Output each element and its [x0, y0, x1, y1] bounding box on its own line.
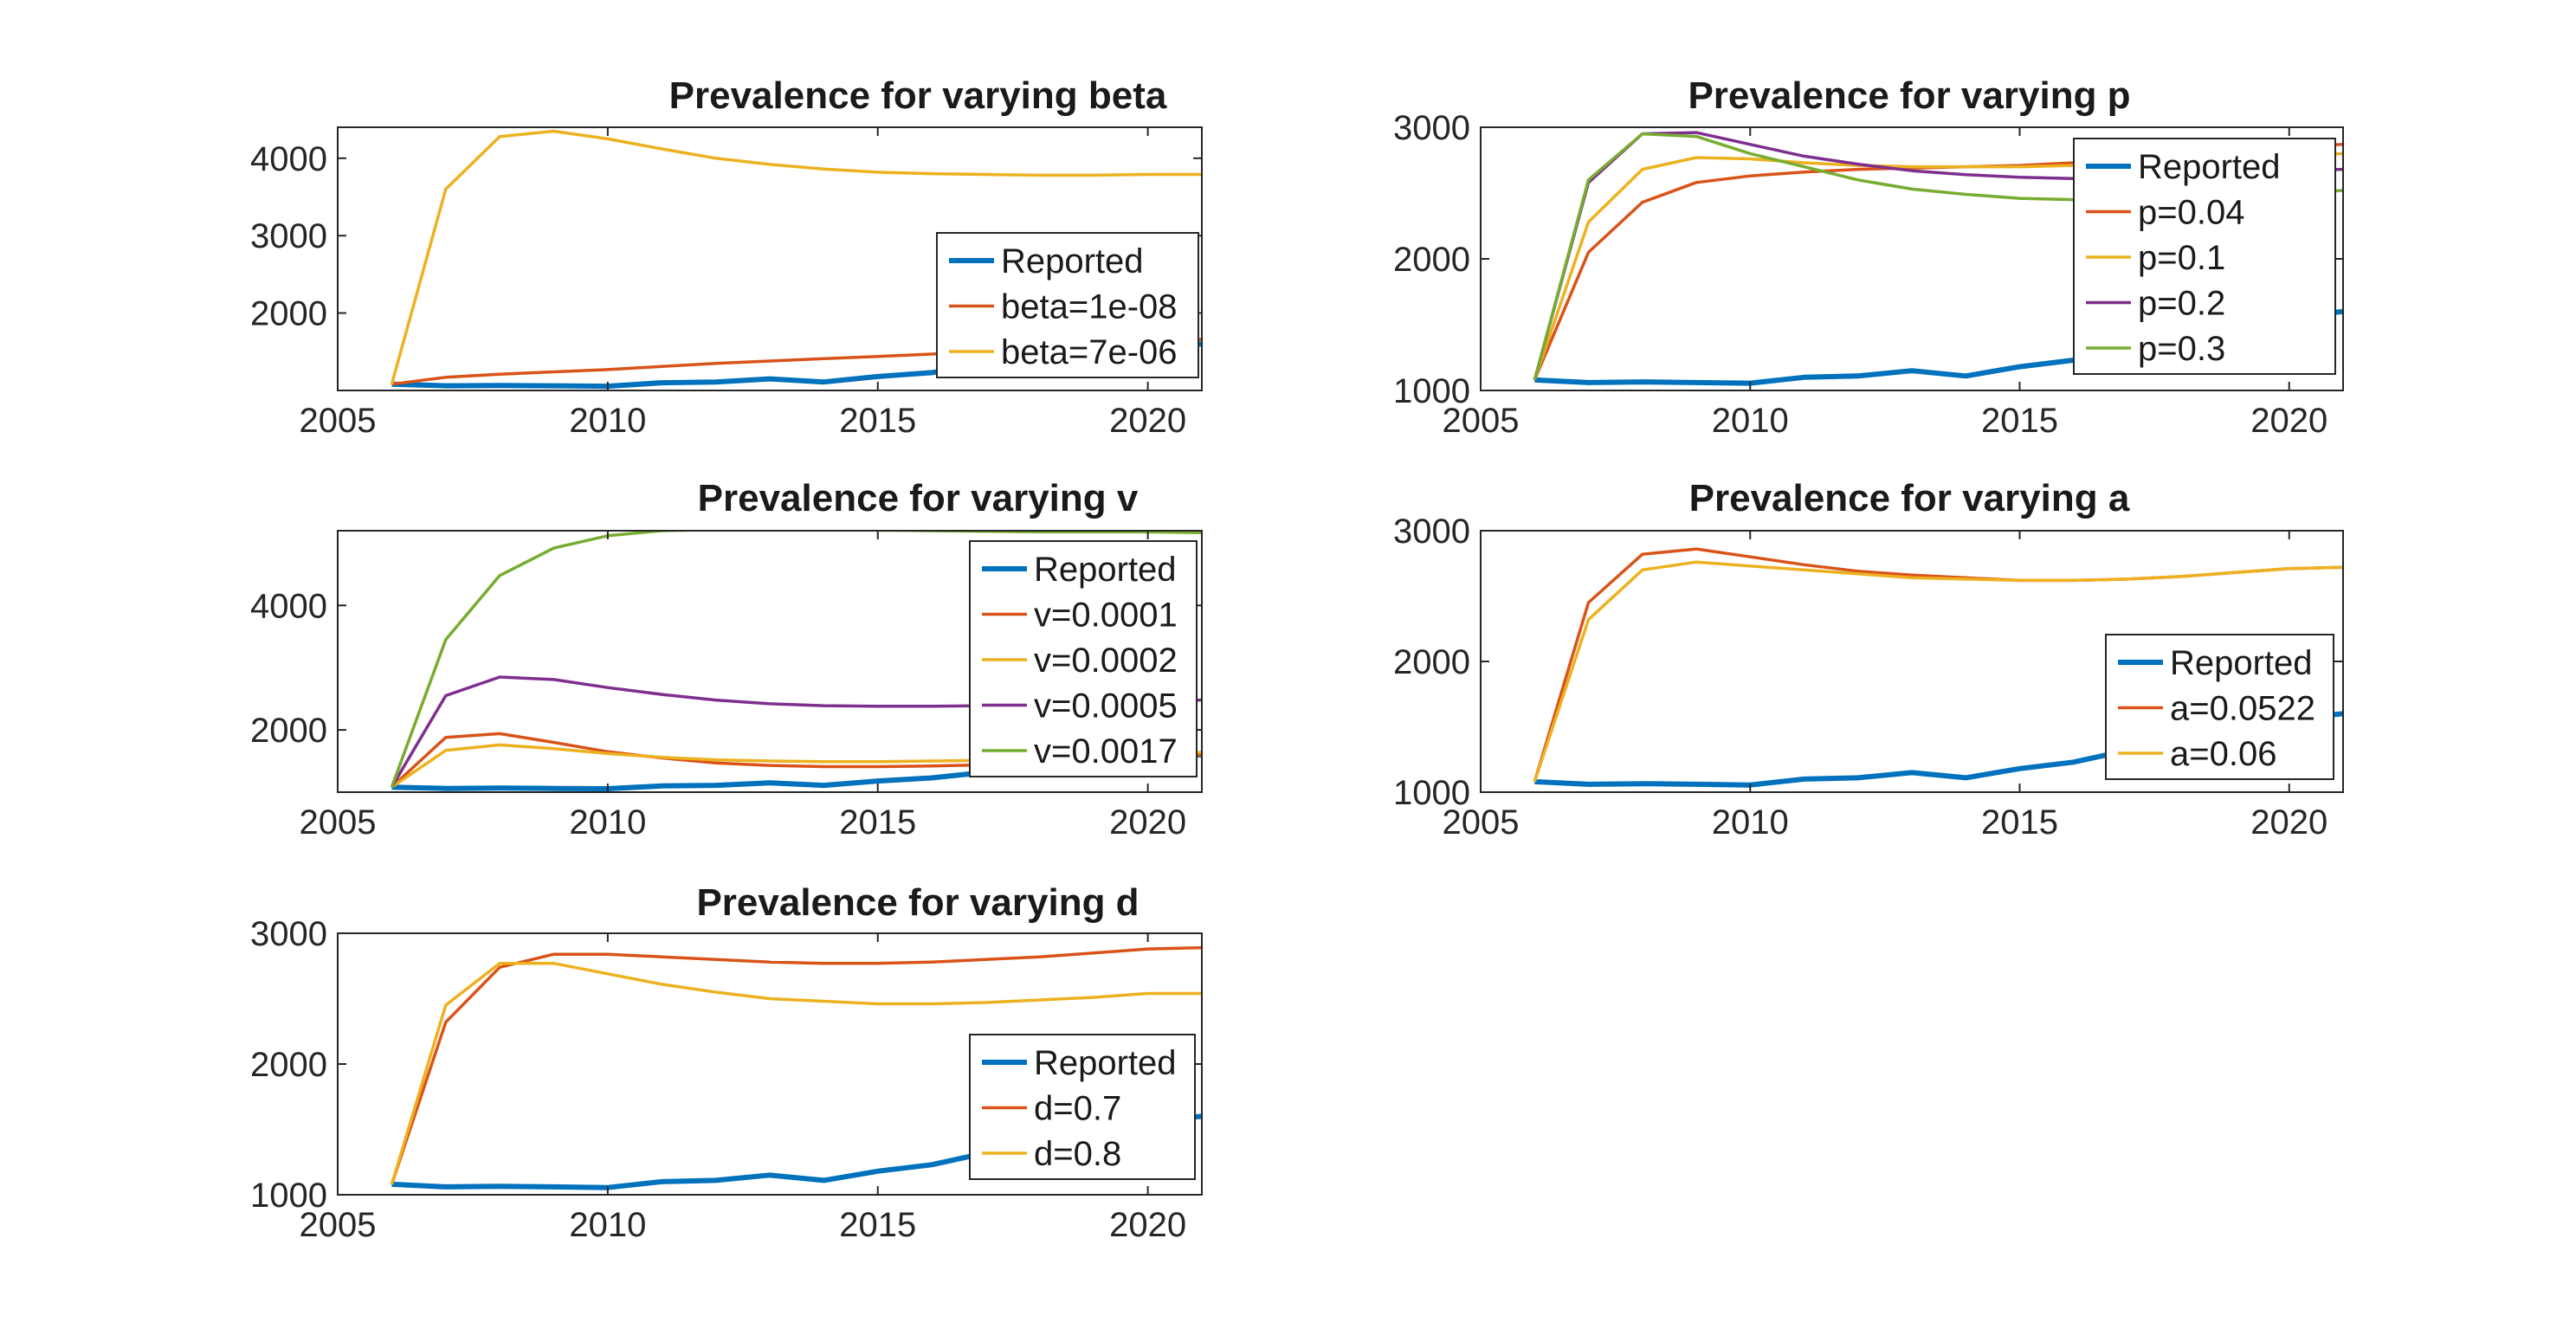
chart-title: Prevalence for varying beta — [669, 74, 1167, 117]
panel-varying-p: Prevalence for varying p 2005 2010 2015 202… — [1393, 74, 2344, 440]
x-tick-label: 2005 — [300, 803, 377, 842]
x-tick-label: 2015 — [839, 402, 916, 440]
y-tick-label: 2000 — [1393, 241, 1470, 279]
y-tick-label: 3000 — [250, 915, 327, 953]
legend-label: a=0.06 — [2170, 735, 2276, 773]
legend-label: v=0.0005 — [1034, 687, 1178, 726]
chart-title: Prevalence for varying a — [1689, 477, 2130, 519]
x-tick-label: 2015 — [1981, 803, 2058, 842]
series-line — [390, 945, 1202, 1185]
legend-label: a=0.0522 — [2170, 690, 2315, 728]
legend: Reported v=0.0001 v=0.0002 v=0.0005 v=0.0017 — [969, 540, 1198, 777]
x-tick-label: 2020 — [1109, 803, 1186, 842]
legend-label: Reported — [2138, 148, 2281, 186]
series-line — [390, 531, 1202, 788]
legend: Reported d=0.7 d=0.8 — [969, 1034, 1196, 1180]
axes-box — [337, 126, 1203, 391]
y-tick-label: 1000 — [1393, 774, 1470, 812]
legend: Reported p=0.04 p=0.1 p=0.2 p=0.3 — [2073, 138, 2336, 375]
y-tick-label: 2000 — [250, 712, 327, 750]
x-tick-label: 2020 — [2250, 803, 2327, 842]
x-tick-label: 2010 — [569, 402, 646, 440]
x-tick-label: 2020 — [1109, 402, 1186, 440]
legend-label: v=0.0001 — [1034, 597, 1178, 635]
legend-label: p=0.3 — [2138, 330, 2225, 368]
legend-label: p=0.04 — [2138, 194, 2244, 232]
panel-varying-a: Prevalence for varying a 2005 2010 2015 202… — [1393, 477, 2344, 842]
axes-box — [337, 530, 1203, 793]
series-line — [390, 129, 1202, 385]
legend-label: p=0.2 — [2138, 285, 2225, 323]
panel-varying-v: Prevalence for varying v 2005 2010 2015 202… — [250, 477, 1203, 842]
y-tick-label: 3000 — [250, 217, 327, 255]
y-tick-label: 1000 — [1393, 372, 1470, 410]
chart-title: Prevalence for varying p — [1688, 74, 2130, 117]
x-tick-label: 2020 — [1109, 1206, 1186, 1244]
series-line — [1533, 560, 2343, 783]
x-tick-label: 2010 — [569, 1206, 646, 1244]
x-tick-label: 2010 — [569, 803, 646, 842]
y-tick-label: 2000 — [250, 295, 327, 333]
legend: Reported a=0.0522 a=0.06 — [2105, 634, 2334, 780]
y-tick-label: 2000 — [250, 1046, 327, 1084]
x-tick-label: 2020 — [2250, 402, 2327, 440]
x-tick-label: 2005 — [300, 1206, 377, 1244]
x-tick-label: 2005 — [1443, 402, 1520, 440]
legend-label: Reported — [1001, 242, 1144, 281]
panel-varying-beta: Prevalence for varying beta 2005 2010 2015… — [250, 74, 1203, 440]
x-tick-label: 2010 — [1712, 803, 1789, 842]
chart-title: Prevalence for varying d — [696, 881, 1139, 924]
legend-label: v=0.0002 — [1034, 642, 1178, 680]
x-tick-label: 2015 — [839, 1206, 916, 1244]
legend-label: Reported — [2170, 644, 2313, 682]
legend-label: d=0.7 — [1034, 1090, 1121, 1128]
legend-label: beta=7e-06 — [1001, 333, 1178, 371]
chart-title: Prevalence for varying v — [698, 477, 1139, 519]
legend: Reported beta=1e-08 beta=7e-06 — [936, 232, 1199, 378]
y-tick-label: 4000 — [250, 587, 327, 625]
y-tick-label: 1000 — [250, 1177, 327, 1215]
x-tick-label: 2015 — [1981, 402, 2058, 440]
legend-label: Reported — [1034, 551, 1177, 589]
x-tick-label: 2015 — [839, 803, 916, 842]
x-tick-label: 2005 — [300, 402, 377, 440]
y-tick-label: 2000 — [1393, 643, 1470, 681]
y-tick-label: 3000 — [1393, 513, 1470, 551]
series-line — [390, 961, 1202, 1185]
y-tick-label: 3000 — [1393, 109, 1470, 147]
x-tick-label: 2005 — [1443, 803, 1520, 842]
y-tick-label: 4000 — [250, 140, 327, 178]
x-tick-label: 2010 — [1712, 402, 1789, 440]
legend-label: p=0.1 — [2138, 239, 2225, 277]
legend-label: beta=1e-08 — [1001, 288, 1178, 326]
legend-label: v=0.0017 — [1034, 732, 1178, 771]
legend-label: Reported — [1034, 1044, 1177, 1082]
legend-label: d=0.8 — [1034, 1135, 1121, 1173]
panel-varying-d: Prevalence for varying d 2005 2010 2015 202… — [250, 881, 1203, 1244]
